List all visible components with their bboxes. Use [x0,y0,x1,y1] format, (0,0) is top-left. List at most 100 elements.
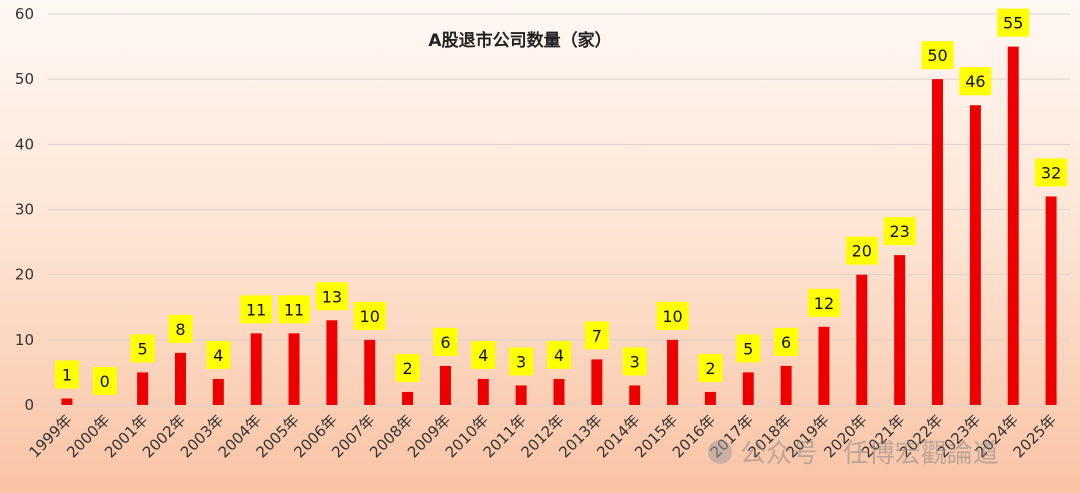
bar [1007,46,1019,405]
y-tick-label: 0 [24,396,34,414]
bar [439,365,451,405]
data-label-bg [959,67,992,96]
data-label-bg [315,282,348,311]
data-label-text: 23 [889,222,909,241]
data-label-text: 7 [592,326,602,345]
data-label-text: 6 [781,333,791,352]
data-label: 6 [774,327,799,356]
data-label-text: 5 [138,339,148,358]
bar [212,378,224,405]
data-label: 7 [584,321,609,350]
y-tick-label: 20 [15,266,34,284]
gridlines [48,13,1070,406]
y-tick-label: 30 [15,201,34,219]
data-label-text: 8 [175,320,185,339]
bar [704,391,716,405]
data-label: 23 [883,217,916,246]
bar [364,339,376,405]
bar [288,333,300,405]
data-label-text: 46 [965,72,985,91]
bar [174,352,186,405]
data-label-bg [92,367,117,395]
data-label-bg [921,41,954,70]
data-label: 46 [959,67,992,96]
y-tick-label: 60 [15,5,34,23]
data-label: 10 [656,301,689,330]
data-label: 10 [353,301,386,330]
bar [553,378,565,405]
data-label-bg [584,321,609,350]
data-label: 50 [921,41,954,70]
bar [742,372,754,405]
data-label-bg [997,8,1030,37]
data-label-text: 2 [402,359,412,378]
data-label-text: 1 [62,365,72,384]
data-label-bg [622,347,647,376]
y-tick-label: 50 [15,70,34,88]
data-label: 11 [278,295,311,324]
data-label-text: 55 [1003,14,1023,33]
bar [856,274,868,405]
bar [477,378,489,405]
y-tick-label: 10 [15,331,34,349]
bar [591,359,603,405]
data-label: 4 [471,340,496,369]
data-label-text: 12 [814,294,834,313]
watermark: 公众号 · 任博宏觀論道 [708,439,999,469]
wechat-logo-icon [708,440,732,464]
bar [1045,196,1057,405]
data-label: 2 [698,353,723,382]
data-label-bg [698,353,723,382]
data-label: 5 [130,334,155,363]
bar [629,385,641,405]
bar [515,385,527,405]
data-label-text: 10 [360,307,380,326]
data-label-bg [774,327,799,356]
bar [932,79,944,406]
data-label-bg [130,334,155,363]
x-tick-label: 2025年 [1010,411,1060,461]
bar [250,333,262,405]
data-label-bg [240,295,273,324]
data-label: 8 [168,314,193,343]
data-label: 4 [206,340,231,369]
data-label-bg [278,295,311,324]
data-label-bg [1035,158,1068,187]
data-label: 11 [240,295,273,324]
data-label-text: 11 [284,300,304,319]
data-label: 3 [509,347,534,376]
bar [326,320,338,405]
bar [61,398,73,405]
data-label: 0 [92,367,117,395]
data-label-bg [206,340,231,369]
data-label-text: 4 [554,346,564,365]
data-label-bg [353,301,386,330]
data-label-text: 5 [743,339,753,358]
data-label-bg [433,327,458,356]
bar [137,372,149,405]
data-label-text: 3 [630,352,640,371]
data-label: 55 [997,8,1030,37]
bar [818,326,830,405]
chart-title: A股退市公司数量（家） [428,30,611,51]
data-label-bg [656,301,689,330]
data-label: 20 [845,236,878,265]
y-tick-label: 40 [15,135,34,153]
data-label-text: 3 [516,352,526,371]
bar [780,365,792,405]
data-label-bg [168,314,193,343]
data-label: 6 [433,327,458,356]
data-label: 5 [736,334,761,363]
data-label-text: 10 [662,307,682,326]
data-label: 3 [622,347,647,376]
data-label-bg [395,353,420,382]
data-label: 13 [315,282,348,311]
data-label-text: 2 [705,359,715,378]
bar [402,391,414,405]
data-label-text: 20 [852,242,872,261]
data-label-text: 11 [246,300,266,319]
data-label: 1 [54,360,79,389]
